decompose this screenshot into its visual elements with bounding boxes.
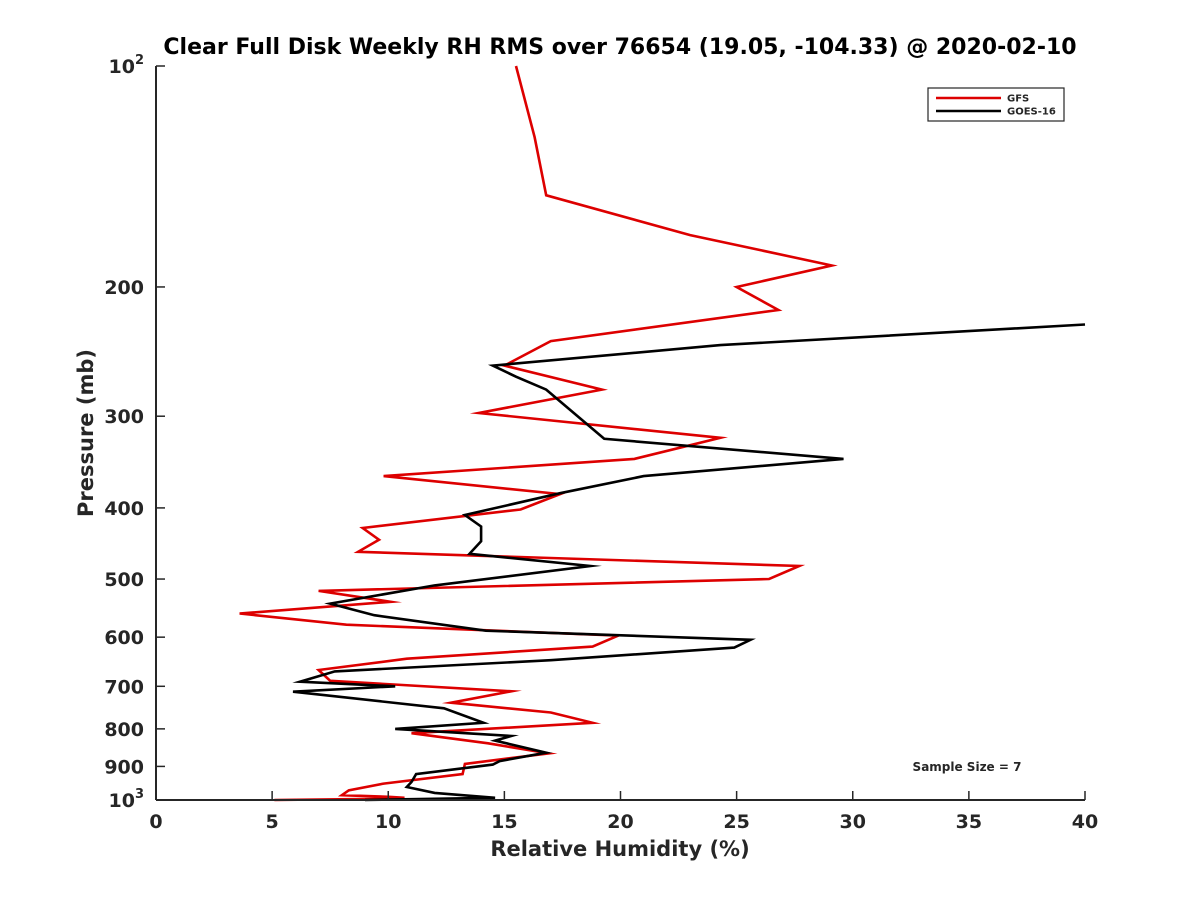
legend-box (927, 87, 1065, 122)
y-tick-label-base: 500 (104, 569, 144, 591)
x-tick-label: 5 (266, 811, 279, 833)
y-tick-label: 700 (104, 676, 144, 698)
y-tick-label: 500 (104, 569, 144, 591)
x-tick-label: 35 (956, 811, 982, 833)
y-tick-label: 200 (104, 277, 144, 299)
x-ticks: 0 5 10 15 20 25 30 35 40 (149, 791, 1098, 833)
x-tick-label: 25 (723, 811, 749, 833)
y-axis-label: Pressure (mb) (74, 349, 98, 517)
y-tick-label-base: 200 (104, 277, 144, 299)
y-tick-label: 300 (104, 406, 144, 428)
sample-size-annotation: Sample Size = 7 (913, 760, 1022, 774)
y-tick-label-exponent: 3 (135, 787, 144, 802)
y-tick-label: 800 (104, 719, 144, 741)
y-tick-label-base: 10 (109, 56, 135, 78)
x-tick-label: 15 (491, 811, 517, 833)
legend-label-goes16: GOES-16 (1007, 107, 1056, 118)
legend-label-gfs: GFS (1007, 94, 1029, 105)
series-line-goes-16 (292, 323, 1086, 802)
y-tick-label-base: 10 (109, 790, 135, 812)
y-tick-label: 600 (104, 627, 144, 649)
series-layer (239, 65, 1086, 802)
x-tick-label: 20 (607, 811, 633, 833)
y-tick-label-exponent: 2 (135, 53, 144, 68)
y-tick-label: 103 (109, 787, 145, 812)
y-tick-label: 400 (104, 498, 144, 520)
plot-area (239, 65, 1086, 802)
chart-title: Clear Full Disk Weekly RH RMS over 76654… (163, 35, 1076, 60)
y-tick-label-base: 700 (104, 676, 144, 698)
x-tick-label: 40 (1072, 811, 1098, 833)
y-tick-label-base: 300 (104, 406, 144, 428)
x-tick-label: 30 (840, 811, 866, 833)
y-tick-label-base: 900 (104, 756, 144, 778)
y-tick-label: 102 (109, 53, 145, 78)
legend: GFS GOES-16 (927, 87, 1065, 122)
y-tick-label-base: 800 (104, 719, 144, 741)
y-tick-label-base: 600 (104, 627, 144, 649)
x-axis-label: Relative Humidity (%) (490, 837, 749, 861)
y-tick-label-base: 400 (104, 498, 144, 520)
y-tick-label: 900 (104, 756, 144, 778)
x-tick-label: 0 (149, 811, 162, 833)
x-tick-label: 10 (375, 811, 401, 833)
